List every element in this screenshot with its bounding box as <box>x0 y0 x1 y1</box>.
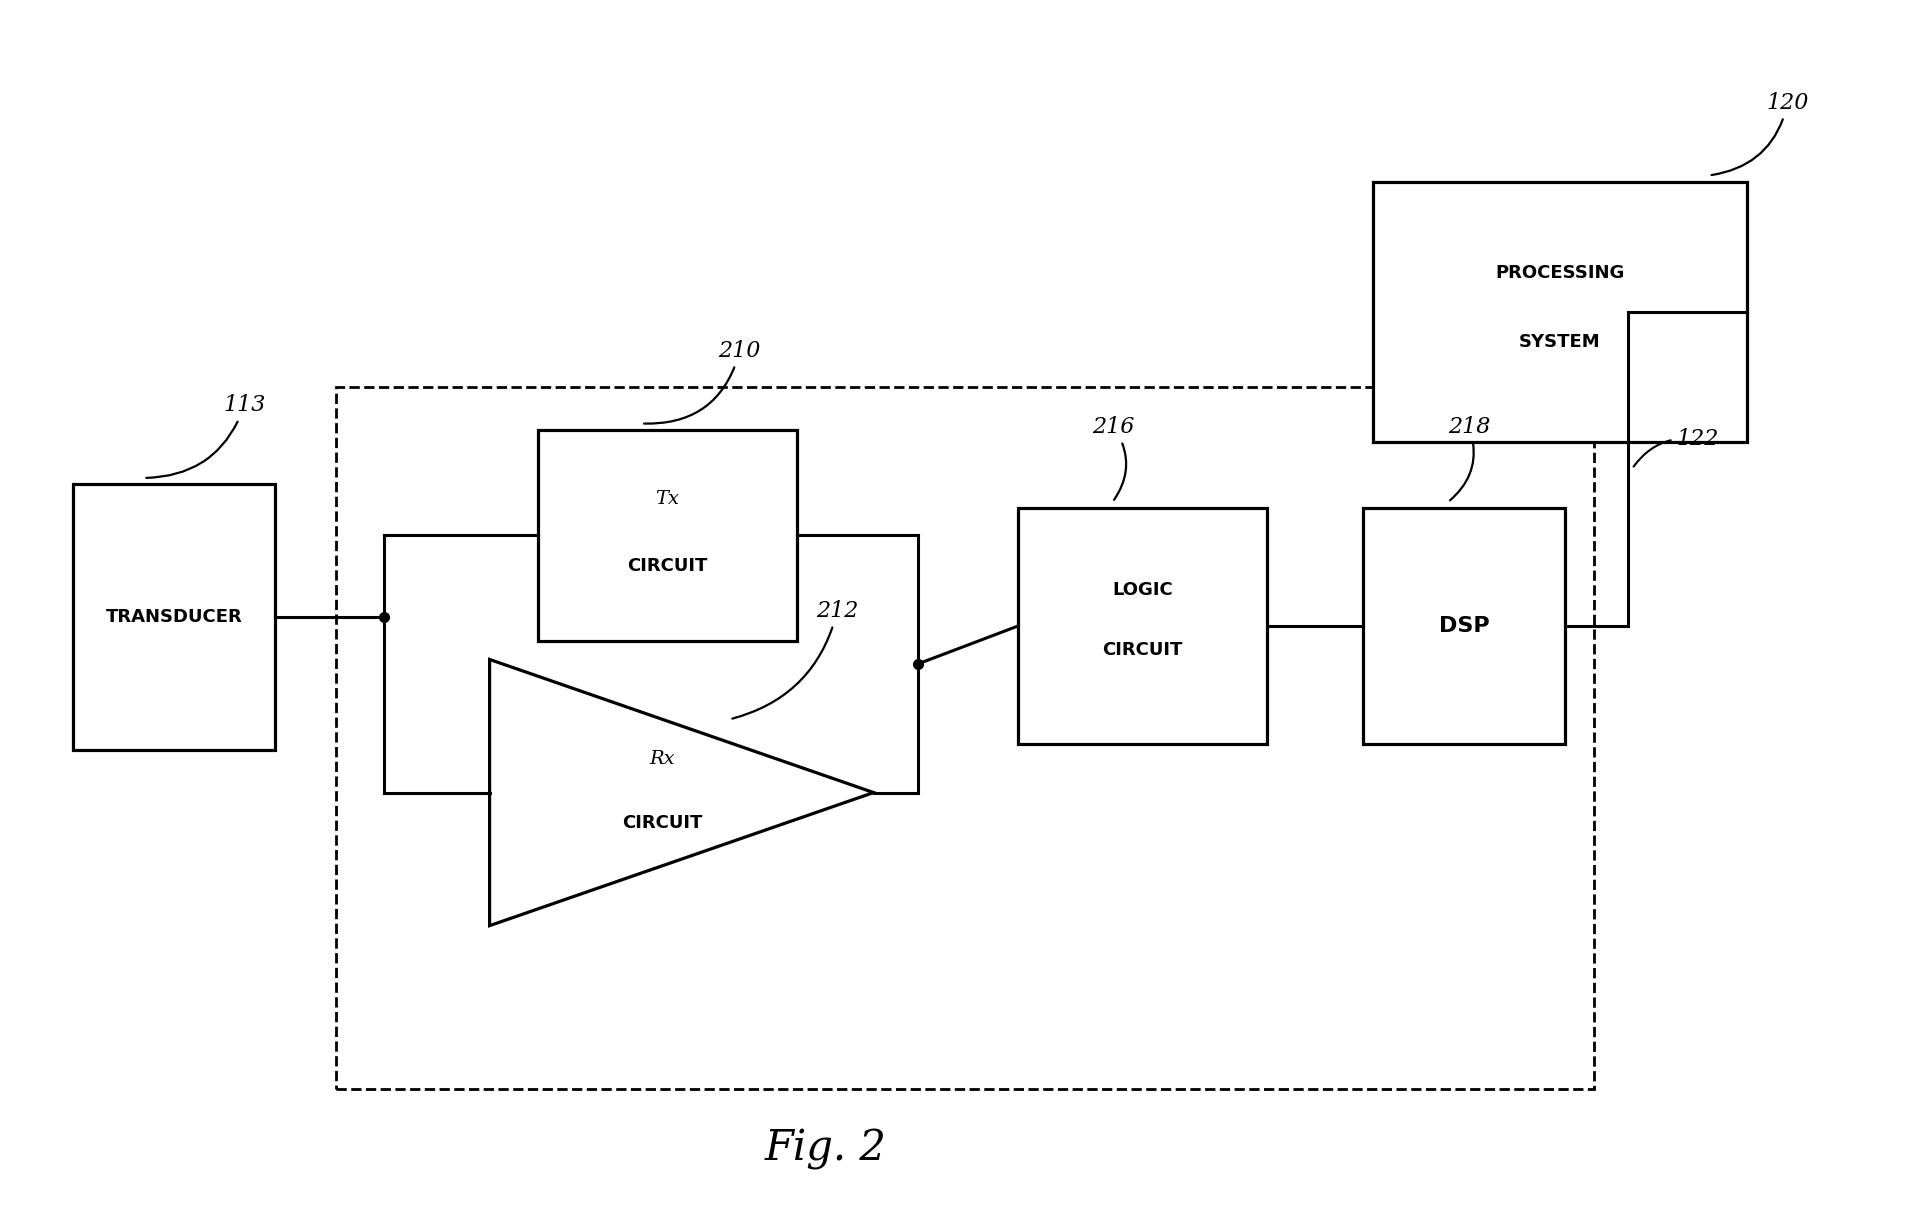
Text: DSP: DSP <box>1438 616 1490 636</box>
Text: TRANSDUCER: TRANSDUCER <box>106 609 242 626</box>
Text: 113: 113 <box>146 394 265 478</box>
Text: 210: 210 <box>643 340 760 424</box>
Bar <box>73 484 275 750</box>
Bar <box>1018 508 1267 744</box>
Bar <box>336 387 1594 1089</box>
Text: 216: 216 <box>1092 416 1135 500</box>
Text: CIRCUIT: CIRCUIT <box>628 557 707 575</box>
Text: CIRCUIT: CIRCUIT <box>1102 641 1183 659</box>
Bar <box>538 430 797 641</box>
Bar <box>1363 508 1565 744</box>
Text: 218: 218 <box>1448 416 1490 501</box>
Text: Tx: Tx <box>655 490 680 508</box>
Text: LOGIC: LOGIC <box>1112 581 1173 599</box>
Text: Fig. 2: Fig. 2 <box>764 1129 887 1170</box>
Text: 122: 122 <box>1634 427 1718 467</box>
Text: 212: 212 <box>732 600 858 719</box>
Text: SYSTEM: SYSTEM <box>1519 333 1601 351</box>
Text: CIRCUIT: CIRCUIT <box>622 814 703 831</box>
Text: Rx: Rx <box>649 750 676 767</box>
Text: 120: 120 <box>1711 92 1809 175</box>
Text: PROCESSING: PROCESSING <box>1496 264 1624 282</box>
Bar <box>1373 182 1747 442</box>
